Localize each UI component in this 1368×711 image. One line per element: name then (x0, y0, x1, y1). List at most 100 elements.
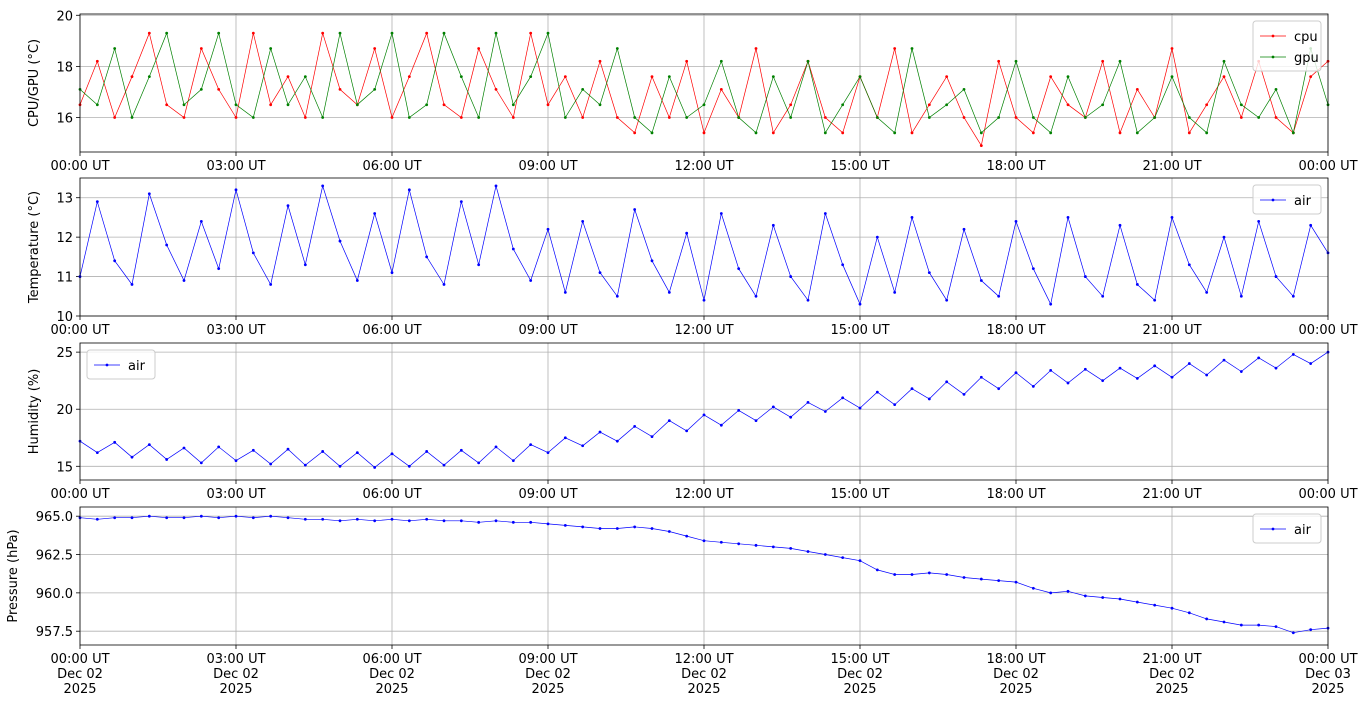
data-point (893, 131, 897, 135)
data-point (1118, 59, 1122, 63)
data-point (1083, 594, 1087, 598)
data-point (546, 451, 550, 454)
data-point (130, 516, 134, 520)
plot-frame (79, 506, 1329, 646)
data-point (962, 87, 966, 91)
data-point (893, 573, 897, 576)
x-tick-label: 15:00 UT Dec 02 2025 (830, 652, 889, 697)
data-point (477, 116, 481, 119)
x-tick-label: 00:00 UT Dec 02 2025 (50, 652, 109, 697)
data-point (1257, 219, 1261, 223)
data-point (425, 517, 429, 521)
data-point (546, 31, 550, 35)
subplot: 00:00 UT 03:00 UT 06:00 UT 09:00 UT 12:00 UT… (27, 342, 1358, 502)
data-point (459, 116, 463, 119)
data-point (1257, 623, 1261, 627)
data-point (546, 227, 550, 231)
data-point (95, 59, 99, 63)
data-point (494, 31, 498, 35)
data-point (1014, 219, 1018, 223)
data-point (1014, 116, 1018, 119)
data-point (130, 283, 134, 286)
data-point (477, 520, 481, 524)
data-point (875, 235, 879, 239)
data-point (199, 47, 203, 50)
data-point (702, 413, 706, 417)
x-tick-label: 18:00 UT (986, 487, 1045, 502)
data-point (927, 397, 931, 401)
data-point (390, 116, 394, 119)
data-point (1135, 87, 1139, 91)
data-point (633, 208, 637, 211)
data-point (858, 406, 862, 410)
x-tick-label: 18:00 UT (986, 323, 1045, 338)
data-point (303, 116, 307, 119)
data-point (927, 103, 931, 107)
data-point (737, 542, 741, 546)
data-point (598, 527, 602, 530)
data-point (1153, 116, 1157, 119)
data-point (685, 534, 689, 538)
data-point (1049, 131, 1053, 135)
data-point (997, 579, 1001, 582)
data-point (95, 451, 99, 454)
x-tick-label: 06:00 UT Dec 02 2025 (362, 652, 421, 697)
data-point (1049, 302, 1053, 306)
x-tick-label: 00:00 UT (50, 323, 109, 338)
data-point (893, 403, 897, 407)
data-point (234, 459, 238, 462)
data-point (789, 103, 793, 107)
legend-marker (1271, 198, 1275, 202)
data-point (425, 31, 429, 35)
data-point (1274, 87, 1278, 91)
data-point (1257, 116, 1261, 119)
legend-marker (105, 363, 109, 367)
data-point (459, 75, 463, 79)
data-point (650, 75, 654, 79)
data-point (667, 530, 671, 533)
data-point (962, 576, 966, 579)
data-point (1135, 600, 1139, 604)
data-point (1291, 131, 1295, 135)
data-point (390, 271, 394, 275)
x-tick-label: 06:00 UT (362, 159, 421, 174)
data-point (997, 116, 1001, 119)
data-point (737, 116, 741, 119)
data-point (1083, 367, 1087, 371)
data-point (165, 458, 169, 461)
data-point (1309, 75, 1313, 79)
data-point (1066, 589, 1070, 593)
data-point (563, 436, 567, 440)
subplot: 00:00 UT 03:00 UT 06:00 UT 09:00 UT 12:00 UT… (27, 177, 1358, 338)
data-point (217, 87, 221, 91)
data-point (95, 200, 99, 204)
data-point (425, 450, 429, 453)
data-point (494, 87, 498, 91)
data-point (286, 103, 290, 107)
data-point (1309, 362, 1313, 365)
x-tick-label: 00:00 UT Dec 03 2025 (1298, 652, 1357, 697)
data-point (529, 279, 533, 282)
data-point (685, 429, 689, 433)
data-point (702, 131, 706, 135)
data-point (1170, 606, 1174, 610)
data-point (1118, 131, 1122, 135)
data-point (806, 550, 810, 553)
data-point (719, 212, 723, 215)
y-tick-label: 20 (56, 403, 73, 418)
data-point (1118, 597, 1122, 601)
data-point (182, 116, 186, 119)
data-point (477, 263, 481, 267)
data-point (615, 527, 619, 530)
data-point (893, 47, 897, 50)
y-axis-label: Temperature (°C) (27, 191, 42, 304)
x-tick-label: 03:00 UT Dec 02 2025 (206, 652, 265, 697)
data-point (581, 87, 585, 91)
data-point (581, 444, 585, 448)
data-point (373, 466, 377, 469)
data-point (546, 103, 550, 107)
data-point (147, 31, 151, 35)
x-tick-label: 21:00 UT Dec 02 2025 (1142, 652, 1201, 697)
data-point (1274, 275, 1278, 278)
data-point (165, 31, 169, 35)
